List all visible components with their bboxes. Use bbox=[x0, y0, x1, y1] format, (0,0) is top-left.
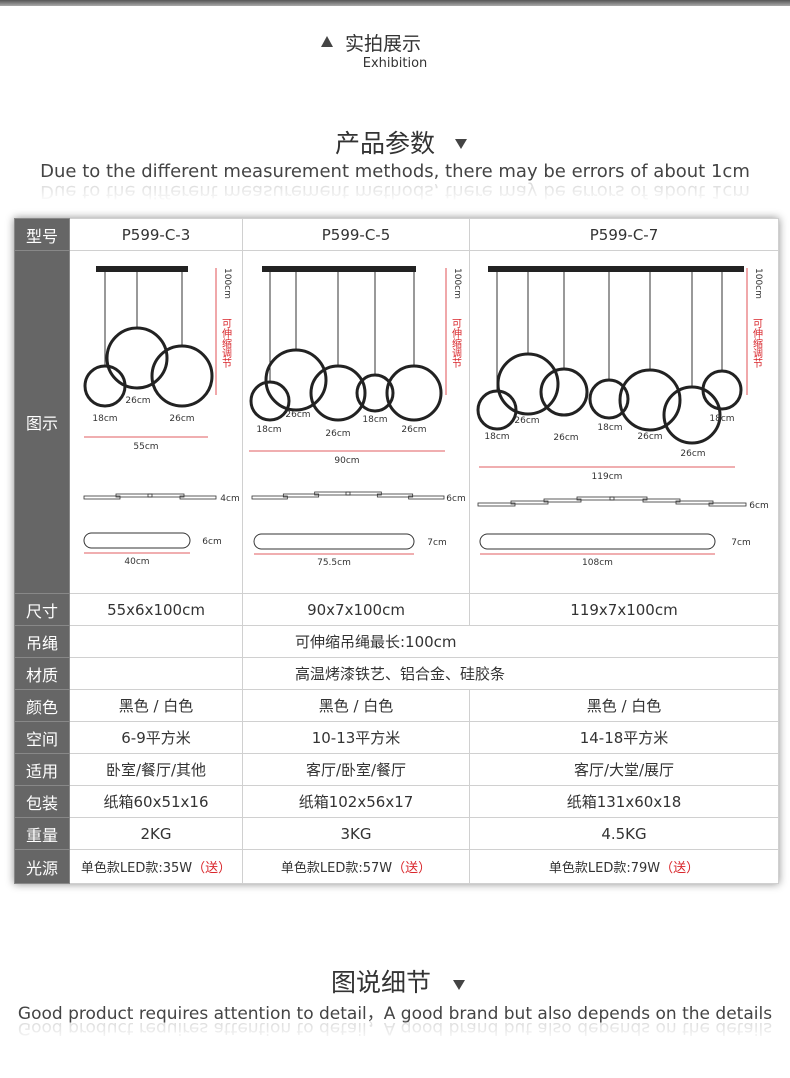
spec-cell: 14-18平方米 bbox=[469, 721, 779, 754]
spec-row: 吊绳 可伸缩吊绳最长:100cm bbox=[14, 625, 779, 658]
spec-cell: 黑色 / 白色 bbox=[469, 689, 779, 722]
top-bar bbox=[0, 0, 790, 6]
details-title: 图说细节 bbox=[331, 968, 432, 997]
row-label: 吊绳 bbox=[14, 625, 70, 658]
row-label: 型号 bbox=[14, 218, 70, 251]
spec-cell: 可伸缩吊绳最长:100cm bbox=[242, 625, 779, 658]
spec-row: 光源 单色款LED款:35W（送） 单色款LED款:57W（送） 单色款LED款:79… bbox=[14, 849, 779, 884]
spec-row: 空间 6-9平方米 10-13平方米 14-18平方米 bbox=[14, 721, 779, 754]
params-subtitle-reflection: Due to the different measurement methods… bbox=[40, 181, 750, 202]
spec-cell: 119x7x100cm bbox=[469, 593, 779, 626]
row-label: 重量 bbox=[14, 817, 70, 850]
model-cell: P599-C-5 bbox=[242, 218, 470, 251]
light-source: 单色款LED款:79W bbox=[548, 861, 661, 876]
spec-cell: 单色款LED款:35W（送） bbox=[69, 849, 243, 884]
spec-cell: 纸箱102x56x17 bbox=[242, 785, 470, 818]
spec-cell: 单色款LED款:79W（送） bbox=[469, 849, 779, 884]
spec-cell: 客厅/大堂/展厅 bbox=[469, 753, 779, 786]
row-label: 适用 bbox=[14, 753, 70, 786]
up-arrow bbox=[321, 36, 333, 47]
spec-cell: 6-9平方米 bbox=[69, 721, 243, 754]
empty-cell bbox=[69, 657, 243, 690]
diagram-cell bbox=[242, 250, 470, 594]
row-label: 空间 bbox=[14, 721, 70, 754]
row-label: 材质 bbox=[14, 657, 70, 690]
spec-cell: 4.5KG bbox=[469, 817, 779, 850]
spec-row: 材质 高温烤漆铁艺、铝合金、硅胶条 bbox=[14, 657, 779, 690]
spec-cell: 卧室/餐厅/其他 bbox=[69, 753, 243, 786]
spec-table: 型号 P599-C-3 P599-C-5 P599-C-7 图示 尺寸 55x6x100cm… bbox=[14, 218, 779, 884]
diagram-row: 图示 bbox=[14, 250, 779, 594]
gift-note: （送） bbox=[660, 861, 700, 876]
section-subtitle: Exhibition bbox=[362, 56, 428, 71]
diagram-cell bbox=[69, 250, 243, 594]
details-subtitle-reflection: Good product requires attention to detai… bbox=[17, 1018, 773, 1038]
spec-row: 颜色 黑色 / 白色 黑色 / 白色 黑色 / 白色 bbox=[14, 689, 779, 722]
model-cell: P599-C-3 bbox=[69, 218, 243, 251]
row-label: 尺寸 bbox=[14, 593, 70, 626]
spec-cell: 55x6x100cm bbox=[69, 593, 243, 626]
row-label: 包装 bbox=[14, 785, 70, 818]
spec-cell: 高温烤漆铁艺、铝合金、硅胶条 bbox=[242, 657, 779, 690]
spec-cell: 客厅/卧室/餐厅 bbox=[242, 753, 470, 786]
gift-note: （送） bbox=[192, 861, 232, 876]
light-source: 单色款LED款:35W bbox=[80, 861, 193, 876]
section-title: 实拍展示 bbox=[345, 33, 422, 55]
spec-cell: 纸箱131x60x18 bbox=[469, 785, 779, 818]
diagram-cell bbox=[469, 250, 779, 594]
spec-cell: 纸箱60x51x16 bbox=[69, 785, 243, 818]
spec-cell: 10-13平方米 bbox=[242, 721, 470, 754]
spec-cell: 90x7x100cm bbox=[242, 593, 470, 626]
empty-cell bbox=[69, 625, 243, 658]
spec-cell: 2KG bbox=[69, 817, 243, 850]
down-arrow bbox=[455, 139, 467, 149]
gift-note: （送） bbox=[392, 861, 432, 876]
spec-row: 重量 2KG 3KG 4.5KG bbox=[14, 817, 779, 850]
row-label: 颜色 bbox=[14, 689, 70, 722]
params-title: 产品参数 bbox=[335, 129, 436, 158]
header-row: 型号 P599-C-3 P599-C-5 P599-C-7 bbox=[14, 218, 779, 251]
down-arrow bbox=[453, 980, 465, 990]
model-cell: P599-C-7 bbox=[469, 218, 779, 251]
spec-cell: 黑色 / 白色 bbox=[242, 689, 470, 722]
details-subtitle: Good product requires attention to detai… bbox=[17, 1004, 773, 1024]
row-label: 图示 bbox=[14, 250, 70, 594]
spec-cell: 3KG bbox=[242, 817, 470, 850]
params-subtitle: Due to the different measurement methods… bbox=[40, 161, 750, 182]
spec-row: 包装 纸箱60x51x16 纸箱102x56x17 纸箱131x60x18 bbox=[14, 785, 779, 818]
light-source: 单色款LED款:57W bbox=[280, 861, 393, 876]
spec-cell: 单色款LED款:57W（送） bbox=[242, 849, 470, 884]
spec-cell: 黑色 / 白色 bbox=[69, 689, 243, 722]
spec-row: 尺寸 55x6x100cm 90x7x100cm 119x7x100cm bbox=[14, 593, 779, 626]
spec-row: 适用 卧室/餐厅/其他 客厅/卧室/餐厅 客厅/大堂/展厅 bbox=[14, 753, 779, 786]
row-label: 光源 bbox=[14, 849, 70, 884]
